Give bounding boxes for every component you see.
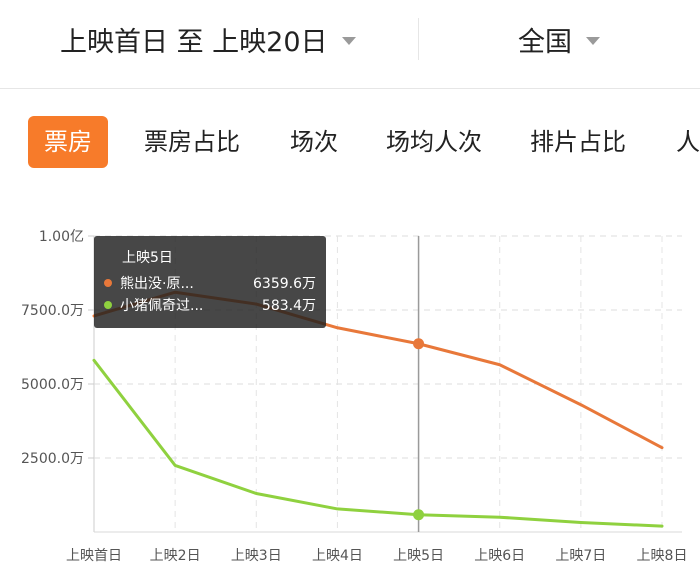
tab-more[interactable]: 人 <box>676 128 700 156</box>
metric-tabs: 票房 票房占比 场次 场均人次 排片占比 人 <box>0 112 700 172</box>
x-tick-label: 上映6日 <box>474 548 525 564</box>
tooltip: 上映5日 熊出没·原... 6359.6万 小猪佩奇过... 583.4万 <box>94 236 326 328</box>
chevron-down-icon <box>586 37 600 45</box>
tooltip-legend-dot <box>104 301 112 309</box>
y-tick-label: 2500.0万 <box>21 451 84 467</box>
tooltip-series-value: 6359.6万 <box>253 276 316 292</box>
x-tick-label: 上映8日 <box>637 548 688 564</box>
chevron-down-icon <box>341 37 356 45</box>
tab-schedule-share[interactable]: 排片占比 <box>530 128 626 156</box>
x-axis-ticks: 上映首日 上映2日 上映3日 上映4日 上映5日 上映6日 上映7日 上映8日 <box>66 548 687 564</box>
tooltip-series-value: 583.4万 <box>262 298 316 314</box>
series-line-1 <box>92 358 664 528</box>
highlight-points <box>413 338 425 521</box>
x-tick-label: 上映7日 <box>555 548 606 564</box>
tab-avg-attendance[interactable]: 场均人次 <box>386 128 482 156</box>
tooltip-legend-dot <box>104 279 112 287</box>
tooltip-series-name: 小猪佩奇过... <box>120 297 203 314</box>
box-office-chart: 2500.0万 5000.0万 7500.0万 1.00亿 上映首日 上映2日 上映3日上… <box>0 220 700 578</box>
divider <box>418 18 419 60</box>
filter-bar: 上映首日 至 上映20日 全国 <box>0 0 700 89</box>
tab-screenings[interactable]: 场次 <box>290 128 338 156</box>
x-tick-label: 上映首日 <box>66 548 122 564</box>
tab-box-office-share[interactable]: 票房占比 <box>144 128 240 156</box>
y-tick-label: 7500.0万 <box>21 303 84 319</box>
tooltip-background <box>94 236 326 328</box>
x-tick-label: 上映2日 <box>150 548 201 564</box>
tooltip-series-name: 熊出没·原... <box>120 276 194 292</box>
region-label: 全国 <box>518 26 572 58</box>
highlight-point <box>413 338 425 350</box>
y-tick-label: 5000.0万 <box>21 377 84 393</box>
x-tick-label: 上映4日 <box>312 548 363 564</box>
y-tick-label: 1.00亿 <box>39 229 84 245</box>
x-tick-label: 上映5日 <box>393 548 444 564</box>
tab-box-office[interactable]: 票房 <box>28 116 108 168</box>
region-select[interactable]: 全国 <box>518 18 600 60</box>
date-range-select[interactable]: 上映首日 至 上映20日 <box>60 18 356 60</box>
date-range-label: 上映首日 至 上映20日 <box>60 26 328 58</box>
y-axis-ticks: 2500.0万 5000.0万 7500.0万 1.00亿 <box>21 229 94 467</box>
line-chart-svg: 2500.0万5000.0万7500.0万1.00亿 上映首日 上映2日 上映3日上… <box>21 229 687 564</box>
highlight-point <box>413 509 425 521</box>
x-tick-label: 上映3日 <box>231 548 282 564</box>
tooltip-title: 上映5日 <box>122 250 173 266</box>
